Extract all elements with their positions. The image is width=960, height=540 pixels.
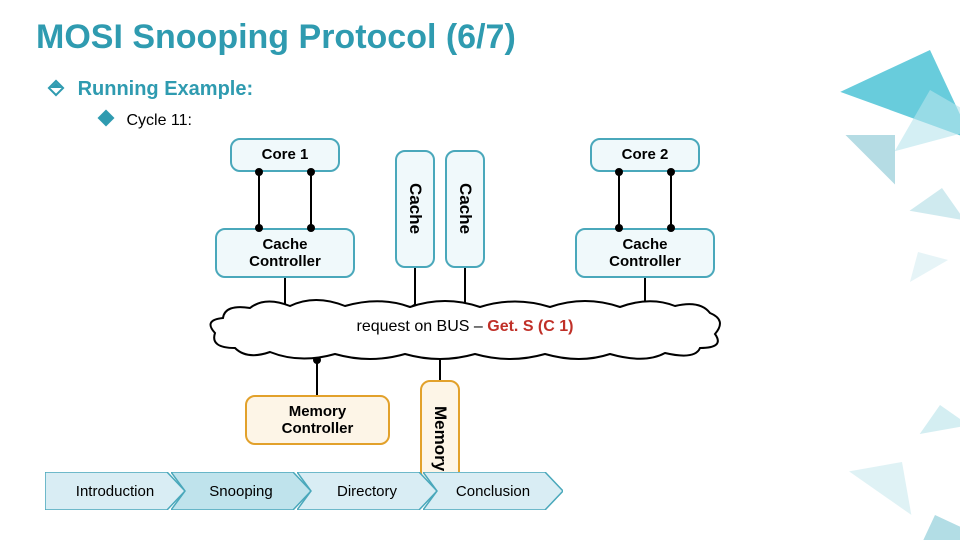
- breadcrumb-nav: Introduction Snooping Directory Conclusi…: [45, 472, 549, 510]
- connector-endpoint-icon: [667, 168, 675, 176]
- node-cache1: Cache: [395, 150, 435, 268]
- decoration-triangle: [888, 222, 948, 282]
- connector-endpoint-icon: [307, 224, 315, 232]
- decoration-triangle: [911, 376, 960, 434]
- subtitle-row: Running Example:: [50, 78, 253, 101]
- slide-title: MOSI Snooping Protocol (6/7): [36, 18, 516, 57]
- connector-endpoint-icon: [615, 224, 623, 232]
- diamond-bullet-icon: [48, 80, 65, 97]
- bus-text-prefix: request on BUS –: [357, 318, 488, 335]
- nav-step-label: Snooping: [209, 483, 272, 500]
- node-memctl: Memory Controller: [245, 395, 390, 445]
- cycle-row: Cycle 11:: [100, 112, 192, 130]
- bus-text-request: Get. S (C 1): [487, 318, 573, 335]
- nav-step-conclusion[interactable]: Conclusion: [423, 472, 563, 510]
- slide: MOSI Snooping Protocol (6/7) Running Exa…: [0, 0, 960, 540]
- connector-endpoint-icon: [307, 168, 315, 176]
- node-core1: Core 1: [230, 138, 340, 172]
- connector-endpoint-icon: [255, 168, 263, 176]
- diamond-bullet-icon: [98, 110, 115, 127]
- nav-step-label: Introduction: [76, 483, 154, 500]
- node-cache2: Cache: [445, 150, 485, 268]
- connector-endpoint-icon: [667, 224, 675, 232]
- connector: [618, 172, 620, 228]
- nav-step-directory[interactable]: Directory: [297, 472, 437, 510]
- nav-step-introduction[interactable]: Introduction: [45, 472, 185, 510]
- node-cc2: Cache Controller: [575, 228, 715, 278]
- decoration-triangle: [910, 156, 960, 221]
- connector: [310, 172, 312, 228]
- nav-step-label: Directory: [337, 483, 397, 500]
- bus-label: request on BUS – Get. S (C 1): [205, 318, 725, 336]
- nav-step-snooping[interactable]: Snooping: [171, 472, 311, 510]
- subtitle-text: Running Example:: [78, 78, 254, 100]
- connector-endpoint-icon: [615, 168, 623, 176]
- node-core2: Core 2: [590, 138, 700, 172]
- connector: [258, 172, 260, 228]
- connector-endpoint-icon: [255, 224, 263, 232]
- node-cc1: Cache Controller: [215, 228, 355, 278]
- cycle-text: Cycle 11:: [126, 112, 192, 129]
- connector: [670, 172, 672, 228]
- nav-step-label: Conclusion: [456, 483, 530, 500]
